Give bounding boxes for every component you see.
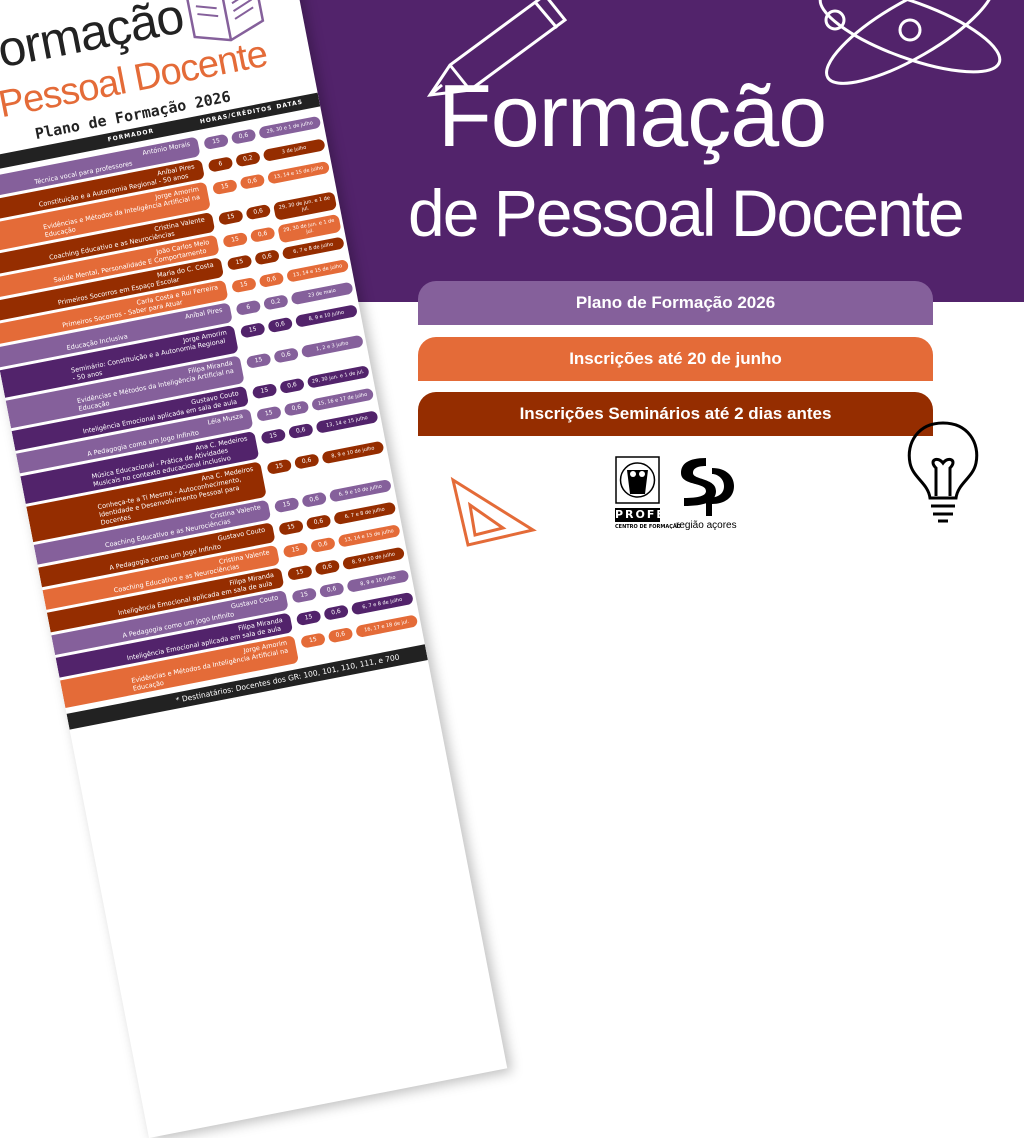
course-credits: 0,6 xyxy=(283,400,310,417)
course-hours: 15 xyxy=(273,496,300,514)
course-hours: 15 xyxy=(300,632,326,649)
owl-emblem-icon xyxy=(615,456,660,504)
course-hours: 15 xyxy=(295,609,322,627)
header-trainer: FORMADOR xyxy=(107,127,155,144)
course-credits: 0,6 xyxy=(258,271,285,288)
course-credits: 0,6 xyxy=(230,128,257,145)
course-hours: 15 xyxy=(260,428,287,445)
course-hours: 6 xyxy=(207,156,234,173)
poster-preview: Formação Pessoal Docente Plano de Formaç… xyxy=(0,0,508,1138)
course-credits: 0,6 xyxy=(314,559,341,576)
course-hours: 15 xyxy=(278,519,305,536)
headline-line1: Formação xyxy=(438,66,827,165)
sp-logo-caption: região açores xyxy=(676,520,737,531)
banner-registration: Inscrições até 20 de junho xyxy=(418,337,933,381)
sp-logo-mark-icon xyxy=(681,458,734,516)
course-credits: 0,6 xyxy=(267,316,294,334)
course-hours: 15 xyxy=(239,322,266,339)
banner-seminars: Inscrições Seminários até 2 dias antes xyxy=(418,392,933,436)
course-credits: 0,6 xyxy=(239,173,266,190)
course-hours: 15 xyxy=(217,209,244,226)
course-hours: 15 xyxy=(256,405,282,422)
profe-logo: PROFE CENTRO DE FORMAÇÃO xyxy=(615,456,681,540)
course-credits: 0,2 xyxy=(235,150,261,168)
course-credits: 0,6 xyxy=(301,491,328,508)
profe-logo-text: PROFE xyxy=(615,508,666,522)
banner-plan: Plano de Formação 2026 xyxy=(418,281,933,325)
course-hours: 15 xyxy=(251,382,278,400)
course-credits: 0,6 xyxy=(273,347,300,364)
course-credits: 0,6 xyxy=(249,226,276,243)
course-hours: 15 xyxy=(286,564,313,581)
course-credits: 0,6 xyxy=(293,453,320,470)
profe-logo-sub: CENTRO DE FORMAÇÃO xyxy=(615,524,681,530)
course-credits: 0,6 xyxy=(254,249,281,266)
course-hours: 15 xyxy=(226,254,253,271)
course-credits: 0,6 xyxy=(245,203,272,221)
sp-logo: região açores xyxy=(676,456,737,548)
course-credits: 0,6 xyxy=(279,377,306,395)
course-hours: 15 xyxy=(231,276,257,294)
course-dates: 29, 30 e 1 de julho xyxy=(258,115,322,140)
course-hours: 15 xyxy=(245,352,272,369)
header-dates: DATAS xyxy=(275,98,304,111)
course-credits: 0,6 xyxy=(327,626,354,644)
set-square-icon xyxy=(450,476,537,547)
course-hours: 15 xyxy=(203,133,230,151)
course-credits: 0,6 xyxy=(305,514,332,531)
course-credits: 0,6 xyxy=(323,604,350,621)
course-credits: 0,6 xyxy=(318,581,345,599)
course-credits: 0,6 xyxy=(310,536,336,554)
headline-line2: de Pessoal Docente xyxy=(408,176,965,250)
book-icon xyxy=(184,0,265,42)
course-credits: 0,2 xyxy=(262,294,289,311)
course-hours: 15 xyxy=(211,178,238,196)
lightbulb-icon xyxy=(907,421,979,523)
course-hours: 15 xyxy=(266,458,293,475)
course-hours: 6 xyxy=(235,299,262,316)
course-hours: 15 xyxy=(222,231,249,249)
course-hours: 15 xyxy=(282,542,309,559)
atom-icon xyxy=(818,0,1002,85)
pencil-icon xyxy=(426,0,568,97)
course-credits: 0,6 xyxy=(287,422,314,440)
course-hours: 15 xyxy=(291,587,318,604)
